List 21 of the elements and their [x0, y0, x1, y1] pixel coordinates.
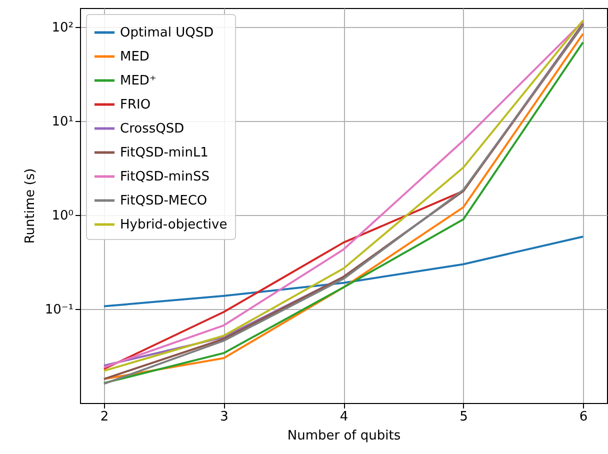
legend-label: CrossQSD — [120, 122, 184, 136]
x-tick-label: 5 — [460, 410, 468, 424]
x-axis-title: Number of qubits — [287, 428, 401, 444]
legend-label: MED — [120, 50, 150, 64]
y-tick-label: 10⁰ — [52, 208, 74, 224]
y-axis-title: Runtime (s) — [22, 168, 38, 244]
legend-label: FitQSD-minSS — [120, 170, 210, 184]
legend-label: Hybrid-objective — [120, 218, 228, 232]
x-tick-label: 2 — [100, 410, 109, 424]
y-tick-label: 10⁻¹ — [44, 302, 74, 318]
x-tick-label: 6 — [579, 410, 588, 424]
legend-label: Optimal UQSD — [120, 26, 214, 40]
legend-label: FitQSD-minL1 — [120, 146, 208, 160]
y-tick-label: 10¹ — [52, 114, 74, 130]
line-series — [102, 236, 584, 308]
x-tick-label: 3 — [220, 410, 228, 424]
y-tick-label: 10² — [52, 20, 74, 36]
legend-label: FitQSD-MECO — [120, 194, 208, 208]
legend-label: FRIO — [120, 98, 151, 112]
x-tick-label: 4 — [340, 410, 348, 424]
legend-label: MED⁺ — [120, 74, 156, 88]
